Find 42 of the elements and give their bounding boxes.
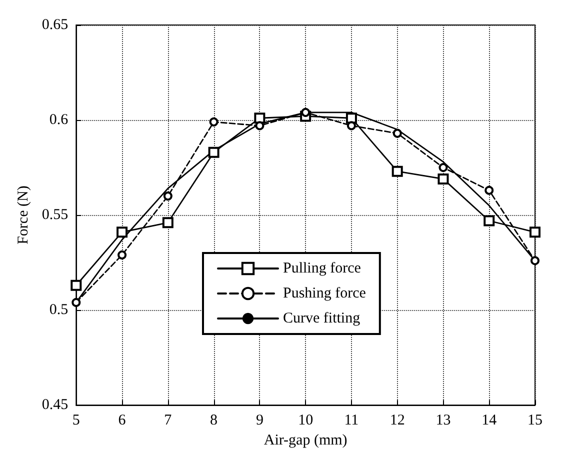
y-tick-label: 0.55 — [42, 207, 68, 224]
point — [346, 121, 356, 130]
point — [301, 108, 310, 117]
x-tick-label: 7 — [164, 412, 172, 429]
y-tick-label: 0.65 — [42, 17, 68, 33]
x-tick-label: 8 — [210, 412, 218, 429]
y-tick-label: 0.6 — [49, 112, 69, 128]
x-axis-title: Air-gap (mm) — [264, 432, 348, 448]
y-tick-label: 0.45 — [42, 397, 68, 414]
x-tick-label: 15 — [528, 412, 542, 429]
point — [70, 280, 82, 291]
point — [254, 112, 266, 124]
point — [438, 163, 448, 172]
y-tick-label: 0.5 — [49, 302, 68, 318]
point — [530, 226, 540, 238]
point — [208, 146, 220, 158]
point — [163, 192, 172, 201]
x-tick-label: 13 — [436, 412, 451, 429]
legend-label: Curve fitting — [283, 310, 361, 326]
point — [392, 166, 403, 177]
x-tick-label: 10 — [298, 412, 314, 429]
point — [72, 298, 81, 307]
x-tick-label: 12 — [390, 412, 405, 429]
point — [484, 186, 494, 195]
y-axis-title: Force (N) — [16, 186, 32, 244]
x-tick-label: 5 — [72, 412, 80, 429]
point — [484, 215, 495, 226]
x-tick-label: 14 — [482, 412, 498, 429]
legend-label: Pulling force — [283, 260, 362, 276]
point — [118, 250, 127, 260]
point — [116, 226, 128, 238]
point — [255, 121, 264, 130]
point — [530, 256, 540, 266]
point — [392, 128, 402, 138]
x-tick-label: 6 — [118, 412, 126, 429]
point — [162, 217, 174, 228]
x-tick-label: 11 — [344, 412, 359, 429]
x-tick-label: 9 — [256, 412, 264, 429]
point — [346, 112, 357, 124]
legend-label: Pushing force — [283, 286, 366, 302]
point — [209, 117, 218, 126]
point — [438, 173, 449, 184]
